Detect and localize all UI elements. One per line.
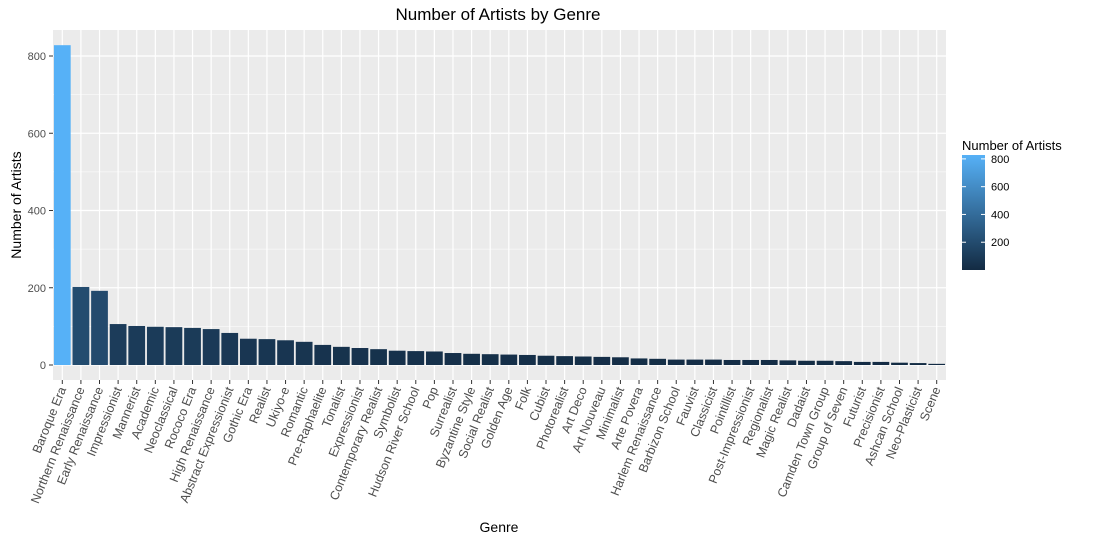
y-tick-label: 400	[28, 206, 46, 218]
bars	[53, 45, 946, 366]
bar	[72, 286, 90, 365]
bar	[370, 349, 387, 365]
bar	[295, 341, 313, 365]
bar	[779, 360, 797, 365]
y-tick-label: 0	[40, 360, 46, 372]
bar	[593, 356, 611, 365]
bar	[221, 332, 239, 365]
bar	[556, 356, 573, 365]
bar	[686, 359, 704, 365]
bar	[332, 346, 350, 365]
bar	[853, 361, 871, 365]
legend-colorbar	[962, 155, 985, 270]
bar	[705, 359, 722, 365]
bar	[798, 360, 815, 365]
bar	[835, 361, 853, 365]
bar	[481, 354, 499, 365]
bar	[891, 362, 908, 365]
bar	[630, 358, 648, 365]
y-axis-title: Number of Artists	[8, 151, 24, 258]
y-tick-label: 600	[28, 128, 46, 140]
bar	[760, 359, 778, 365]
bar	[128, 325, 146, 365]
bar	[239, 338, 257, 365]
bar	[909, 363, 927, 365]
bar	[314, 344, 332, 365]
bar	[574, 356, 592, 365]
legend: Number of Artists 200 400 600 800	[962, 138, 1062, 270]
legend-ticks: 200 400 600 800	[962, 154, 1009, 249]
bar	[388, 350, 406, 365]
plot-panel	[53, 30, 946, 380]
bar	[91, 290, 108, 365]
legend-tick-label: 600	[991, 182, 1009, 194]
bar	[816, 360, 834, 365]
legend-tick-label: 400	[991, 209, 1009, 221]
bar	[723, 359, 741, 365]
bar	[258, 339, 276, 365]
chart-title: Number of Artists by Genre	[395, 5, 600, 24]
bar	[519, 354, 536, 365]
legend-title: Number of Artists	[962, 138, 1062, 153]
bar	[53, 45, 71, 366]
bar	[612, 357, 629, 365]
bar	[277, 340, 294, 365]
bar	[146, 326, 164, 365]
bar	[109, 324, 127, 365]
major-gridlines	[53, 30, 946, 380]
bar	[537, 355, 555, 365]
bar	[500, 354, 518, 365]
bar	[202, 329, 220, 365]
bar	[649, 358, 667, 365]
bar	[667, 359, 685, 365]
y-axis: 0 200 400 600 800	[28, 51, 53, 372]
minor-gridlines	[53, 94, 946, 327]
bar	[444, 353, 462, 365]
bar	[426, 351, 443, 365]
bar	[742, 359, 760, 365]
legend-tick-label: 800	[991, 154, 1009, 166]
bar	[165, 327, 183, 365]
bar	[184, 327, 201, 365]
y-tick-label: 800	[28, 51, 46, 63]
bar	[872, 361, 890, 365]
bar	[351, 348, 369, 365]
bar	[928, 363, 946, 365]
bar	[407, 351, 425, 365]
y-tick-label: 200	[28, 283, 46, 295]
bar	[463, 353, 480, 365]
x-axis-title: Genre	[480, 519, 519, 535]
legend-tick-label: 200	[991, 237, 1009, 249]
